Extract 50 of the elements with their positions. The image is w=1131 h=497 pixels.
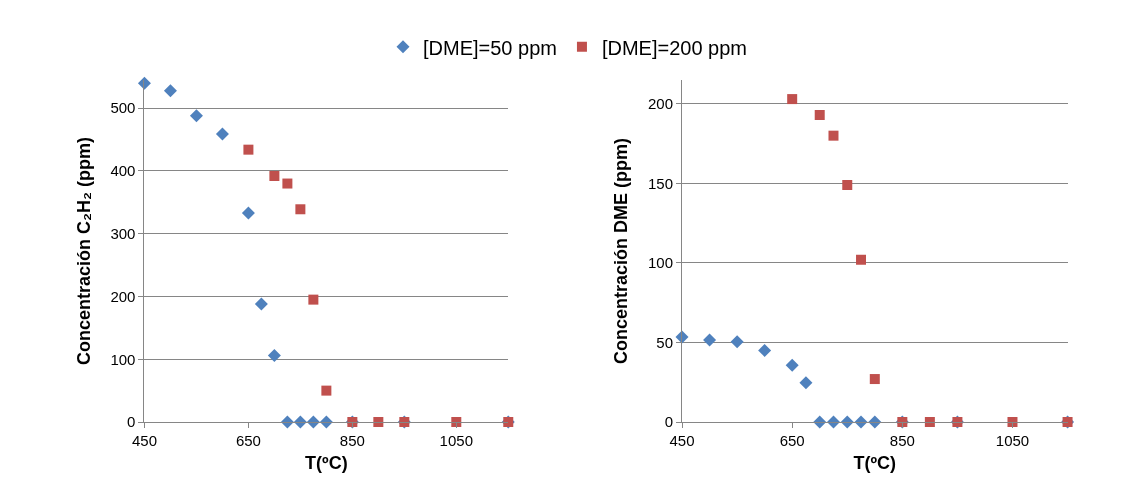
y-axis-title: Concentración DME (ppm) xyxy=(611,137,632,365)
point xyxy=(321,385,332,396)
point xyxy=(215,127,229,141)
y-tick-label: 100 xyxy=(110,350,136,368)
point xyxy=(267,348,281,362)
point xyxy=(842,179,853,190)
point xyxy=(295,204,306,215)
y-tick-label: 0 xyxy=(664,413,674,431)
x-tick-label: 1050 xyxy=(439,432,473,449)
point xyxy=(189,109,203,123)
point xyxy=(758,343,772,357)
y-tick-label: 0 xyxy=(127,413,136,431)
point xyxy=(282,178,293,189)
y-tick-label: 100 xyxy=(648,254,674,272)
point xyxy=(269,171,280,182)
point xyxy=(814,110,825,120)
point xyxy=(703,333,717,347)
y-tick-label: 50 xyxy=(656,333,674,351)
x-axis-title: T(ºC) xyxy=(305,453,348,474)
y-axis-title: Concentración C₂H₂ (ppm) xyxy=(73,137,94,365)
point xyxy=(254,297,268,311)
point xyxy=(730,335,744,349)
x-tick-label: 850 xyxy=(889,432,915,449)
x-tick-label: 450 xyxy=(669,432,695,449)
x-tick-label: 850 xyxy=(339,432,365,449)
point xyxy=(373,417,384,427)
y-tick-label: 300 xyxy=(110,224,136,242)
x-tick-label: 450 xyxy=(131,432,157,449)
point xyxy=(869,374,880,385)
point xyxy=(308,294,319,305)
point xyxy=(787,94,798,105)
point xyxy=(856,254,867,265)
point xyxy=(799,376,813,390)
x-tick-label: 1050 xyxy=(995,432,1030,449)
x-axis-title: T(ºC) xyxy=(853,453,897,474)
y-tick-label: 500 xyxy=(110,99,136,117)
point xyxy=(828,130,839,141)
y-tick-label: 150 xyxy=(648,174,674,192)
point xyxy=(163,84,177,98)
y-tick-label: 200 xyxy=(110,287,136,305)
point xyxy=(243,144,254,155)
x-tick-label: 650 xyxy=(779,432,805,449)
y-tick-label: 200 xyxy=(648,95,674,113)
point xyxy=(241,206,255,220)
y-tick-label: 400 xyxy=(110,162,136,180)
x-tick-label: 650 xyxy=(235,432,261,449)
legend-label: [DME]=200 ppm xyxy=(601,36,748,59)
legend-label: [DME]=50 ppm xyxy=(423,36,557,59)
point xyxy=(924,417,935,427)
point xyxy=(785,358,799,372)
